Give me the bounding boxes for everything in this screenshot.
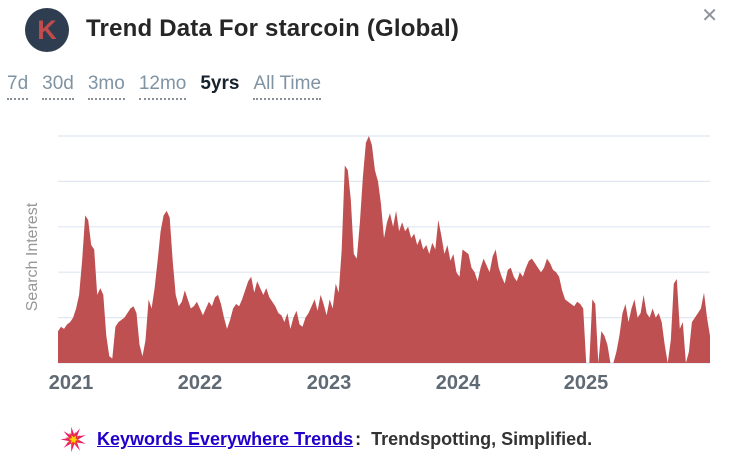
- footer-branding: Keywords Everywhere Trends : Trendspotti…: [60, 426, 592, 453]
- keywords-everywhere-trends-link[interactable]: Keywords Everywhere Trends: [97, 429, 354, 449]
- tab-all-time[interactable]: All Time: [253, 73, 322, 100]
- tab-5yrs[interactable]: 5yrs: [200, 73, 239, 100]
- x-tick-2024: 2024: [435, 372, 481, 394]
- popup-title: Trend Data For starcoin (Global): [86, 15, 460, 42]
- time-range-tabs: 7d 30d 3mo 12mo 5yrs All Time: [7, 73, 322, 100]
- x-tick-2021: 2021: [48, 372, 94, 394]
- tab-12mo[interactable]: 12mo: [138, 73, 187, 100]
- starburst-icon: [60, 426, 86, 453]
- trend-chart-area: Search Interest: [0, 120, 730, 375]
- tab-3mo[interactable]: 3mo: [87, 73, 125, 100]
- keywords-everywhere-logo: K: [25, 8, 69, 52]
- trend-area-chart: [58, 135, 710, 364]
- footer-separator: :: [355, 429, 362, 449]
- footer-tagline: Trendspotting, Simplified.: [371, 429, 593, 449]
- tab-30d[interactable]: 30d: [42, 73, 74, 100]
- tab-7d[interactable]: 7d: [7, 73, 29, 100]
- x-axis-ticks: 2021 2022 2023 2024 2025: [0, 372, 730, 400]
- x-tick-2023: 2023: [306, 372, 352, 394]
- logo-letter: K: [37, 14, 57, 45]
- close-icon[interactable]: ✕: [697, 2, 722, 30]
- x-tick-2025: 2025: [563, 372, 609, 394]
- x-tick-2022: 2022: [177, 372, 223, 394]
- y-axis-label: Search Interest: [24, 202, 41, 312]
